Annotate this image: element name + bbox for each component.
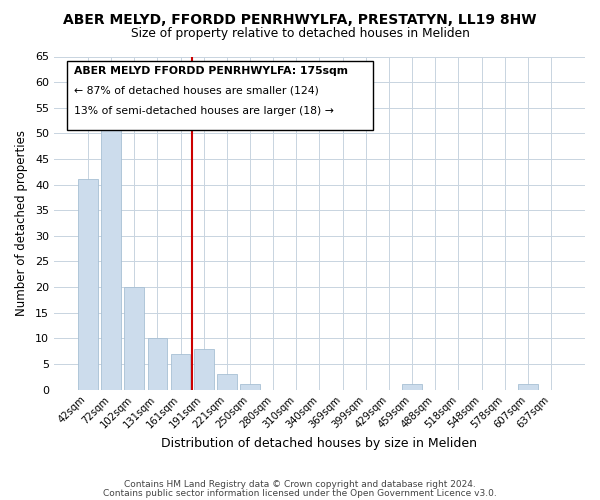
Text: Contains HM Land Registry data © Crown copyright and database right 2024.: Contains HM Land Registry data © Crown c…: [124, 480, 476, 489]
Bar: [240, 384, 260, 390]
Bar: [518, 384, 538, 390]
Bar: [101, 128, 121, 390]
Y-axis label: Number of detached properties: Number of detached properties: [15, 130, 28, 316]
Text: Contains public sector information licensed under the Open Government Licence v3: Contains public sector information licen…: [103, 490, 497, 498]
FancyBboxPatch shape: [67, 62, 373, 130]
Bar: [78, 180, 98, 390]
Bar: [194, 348, 214, 390]
Bar: [170, 354, 190, 390]
Text: 13% of semi-detached houses are larger (18) →: 13% of semi-detached houses are larger (…: [74, 106, 334, 116]
Bar: [217, 374, 236, 390]
Bar: [148, 338, 167, 390]
Text: ABER MELYD, FFORDD PENRHWYLFA, PRESTATYN, LL19 8HW: ABER MELYD, FFORDD PENRHWYLFA, PRESTATYN…: [63, 12, 537, 26]
Bar: [402, 384, 422, 390]
X-axis label: Distribution of detached houses by size in Meliden: Distribution of detached houses by size …: [161, 437, 478, 450]
Text: Size of property relative to detached houses in Meliden: Size of property relative to detached ho…: [131, 28, 469, 40]
Bar: [124, 287, 144, 390]
Text: ABER MELYD FFORDD PENRHWYLFA: 175sqm: ABER MELYD FFORDD PENRHWYLFA: 175sqm: [74, 66, 348, 76]
Text: ← 87% of detached houses are smaller (124): ← 87% of detached houses are smaller (12…: [74, 86, 319, 96]
